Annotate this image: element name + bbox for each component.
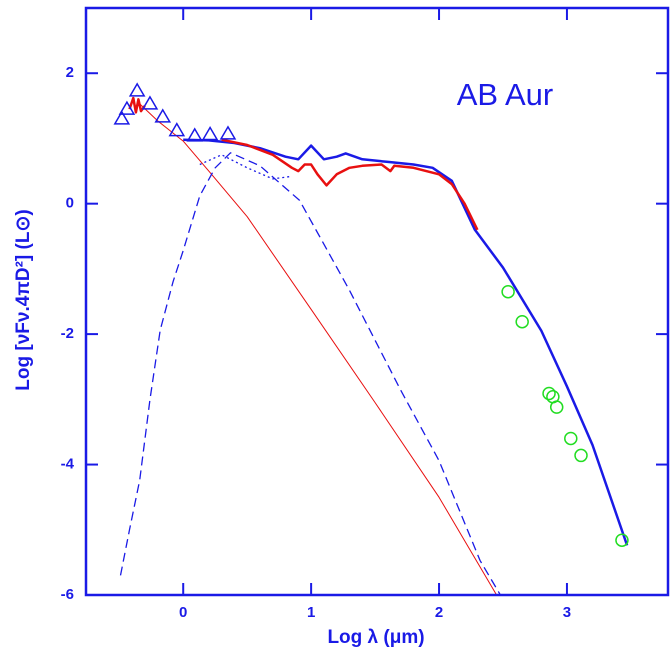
- x-tick-label: 2: [435, 604, 443, 621]
- y-tick-label: 2: [66, 64, 74, 81]
- y-tick-label: -6: [61, 586, 74, 603]
- triangle-marker: [168, 122, 186, 137]
- data-line: [183, 138, 629, 546]
- triangle-marker: [186, 127, 204, 142]
- circle-marker: [615, 533, 629, 547]
- x-tick-label: 0: [179, 604, 187, 621]
- triangle-marker: [154, 108, 172, 123]
- plot-frame: [84, 6, 670, 597]
- circle-marker: [515, 314, 529, 329]
- circle-marker: [542, 386, 556, 401]
- y-tick-label: 0: [66, 195, 74, 212]
- triangle-marker: [219, 125, 237, 140]
- circle-marker: [564, 431, 578, 446]
- y-axis-label: Log [νFν.4πD²] (L⊙): [13, 209, 34, 390]
- triangle-marker: [118, 100, 136, 115]
- circle-marker: [574, 448, 588, 463]
- data-line: [128, 96, 479, 231]
- triangle-marker: [128, 82, 146, 97]
- data-line: [199, 154, 292, 180]
- triangle-marker: [201, 126, 219, 141]
- x-tick-label: 3: [563, 604, 571, 621]
- x-tick-label: 1: [307, 604, 315, 621]
- plot-area: [113, 82, 629, 595]
- data-line: [138, 102, 498, 595]
- triangle-marker: [113, 110, 131, 125]
- chart-title: AB Aur: [457, 77, 554, 112]
- triangle-marker: [141, 95, 159, 110]
- circle-marker: [501, 284, 515, 299]
- data-line: [119, 152, 501, 595]
- x-axis-label: Log λ (μm): [327, 627, 424, 648]
- y-tick-label: -4: [61, 456, 75, 473]
- y-tick-label: -2: [61, 325, 74, 342]
- circle-marker: [549, 400, 564, 414]
